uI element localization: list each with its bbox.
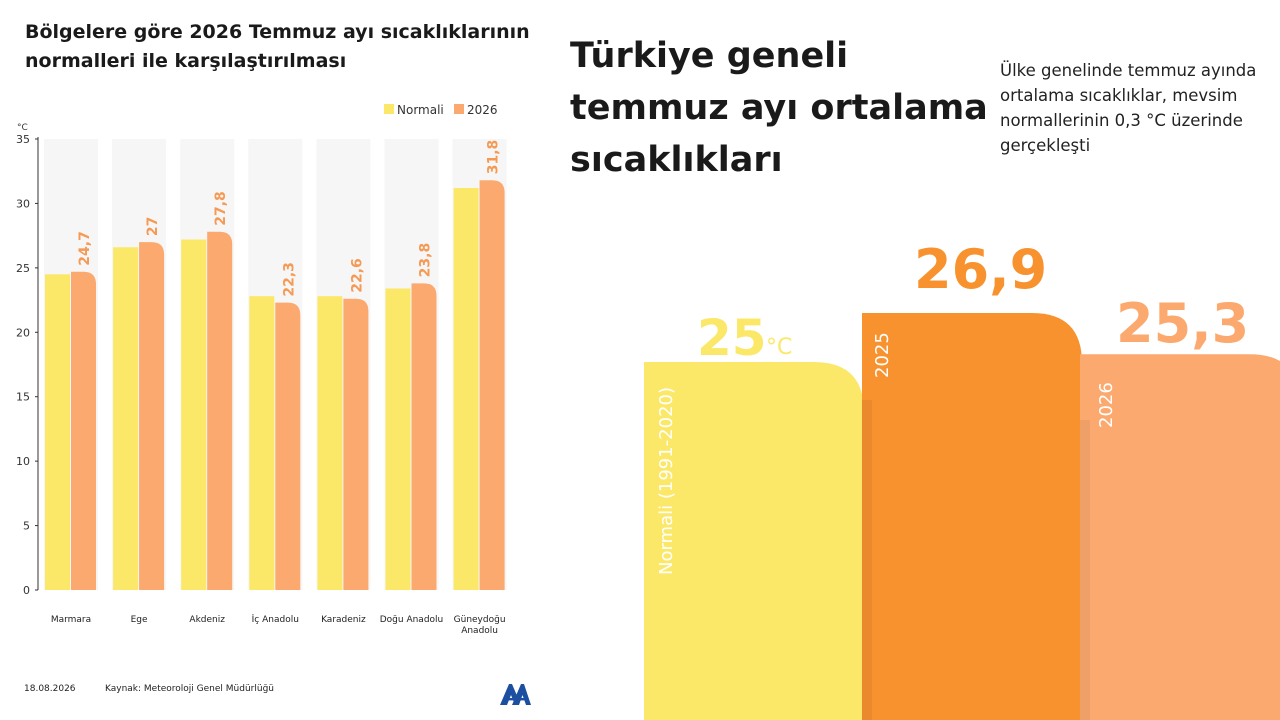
y-axis-unit: °C: [17, 123, 28, 133]
x-category-label: Ege: [131, 615, 148, 625]
bar-normal: [113, 247, 139, 591]
big-bar-category-label: Normali (1991-2020): [656, 387, 677, 575]
footer-date: 18.08.2026: [24, 684, 76, 694]
bar-2026-value-label: 23,8: [418, 243, 434, 278]
big-bar-category-label: 2026: [1096, 382, 1117, 428]
big-bar-2025: [862, 312, 1082, 720]
big-bar-unit-label: °C: [766, 335, 792, 360]
x-category-label: Akdeniz: [189, 615, 225, 625]
x-category-label: Doğu Anadolu: [380, 615, 444, 625]
y-tick-label: 10: [16, 455, 30, 468]
bar-2026: [139, 242, 165, 591]
left-chart-title: Bölgelere göre 2026 Temmuz ayı sıcaklıkl…: [25, 21, 530, 72]
bar-2026-value-label: 22,3: [281, 262, 297, 297]
big-bar-2026: [1080, 354, 1280, 720]
y-tick-label: 30: [16, 197, 30, 210]
bar-normal: [45, 274, 70, 590]
bar-normal: [453, 187, 479, 591]
bar-shadow: [862, 400, 872, 720]
bar-normal: [385, 288, 411, 590]
bar-normal: [249, 296, 275, 590]
bar-2026: [479, 180, 505, 590]
bar-2026-value-label: 27: [145, 217, 161, 236]
bar-2026: [207, 231, 233, 590]
y-tick-label: 25: [16, 262, 30, 275]
bar-2026: [71, 271, 96, 590]
footer-source: Kaynak: Meteoroloji Genel Müdürlüğü: [105, 684, 274, 694]
big-bar-category-label: 2025: [872, 332, 893, 378]
legend-label: 2026: [467, 103, 498, 117]
y-tick-label: 5: [23, 520, 30, 533]
bar-normal: [181, 239, 207, 590]
bar-2026: [411, 283, 437, 590]
y-tick-label: 35: [16, 133, 30, 146]
bar-2026: [275, 302, 301, 590]
aa-logo-icon: [500, 684, 531, 705]
bar-2026-value-label: 22,6: [349, 258, 365, 293]
legend-swatch: [454, 104, 464, 114]
bar-2026-value-label: 24,7: [77, 231, 93, 266]
right-panel-note: Ülke genelinde temmuz ayında ortalama sı…: [1000, 61, 1257, 155]
x-category-label: Anadolu: [461, 626, 498, 636]
bar-2026: [343, 298, 369, 590]
bar-shadow: [1080, 420, 1090, 720]
legend-label: Normali: [397, 103, 444, 117]
bar-2026-value-label: 27,8: [213, 191, 229, 226]
y-tick-label: 20: [16, 326, 30, 339]
big-bar-value-label: 25,3: [1116, 292, 1249, 355]
bar-2026-value-label: 31,8: [486, 140, 502, 175]
x-category-label: Marmara: [51, 615, 91, 625]
bar-normal: [317, 296, 343, 590]
legend-swatch: [384, 104, 394, 114]
right-panel-title: Türkiye geneli temmuz ayı ortalama sıcak…: [570, 36, 988, 180]
x-category-label: Karadeniz: [321, 615, 366, 625]
big-bar-value-label: 25: [697, 309, 767, 367]
y-tick-label: 15: [16, 391, 30, 404]
x-category-label: İç Anadolu: [252, 614, 299, 625]
x-category-label: Güneydoğu: [454, 615, 506, 625]
big-bar-value-label: 26,9: [914, 238, 1047, 301]
big-bar-normal: [644, 362, 864, 720]
y-tick-label: 0: [23, 584, 30, 597]
regional-bar-chart: °C 0 5 10 15 20 25 30 35 Normali 2026 24,7 Marmara 27…: [16, 103, 507, 636]
